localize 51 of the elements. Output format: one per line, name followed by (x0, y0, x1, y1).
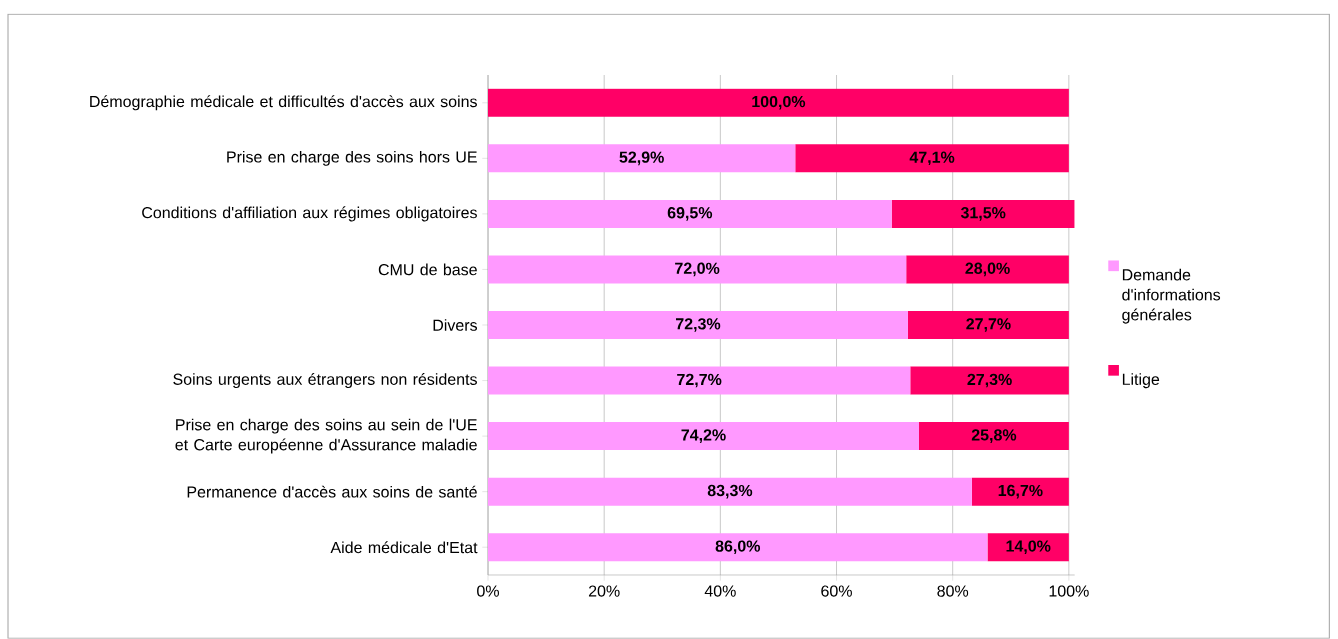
bar (906, 255, 1069, 284)
bar (919, 422, 1069, 451)
data-label: 72,7% (677, 373, 722, 388)
data-label: 52,9% (619, 151, 664, 166)
data-label: 27,3% (967, 373, 1012, 388)
y-tick-label: Divers (433, 319, 478, 331)
y-tick-label: Conditions d'affiliation aux régimes obligatoires (142, 206, 477, 222)
bar (488, 533, 988, 562)
data-label: 47,1% (909, 151, 955, 166)
y-tick-label: Aide médicale d'Etat (330, 541, 478, 554)
y-tick-label: Démographie médicale et difficultés d'accès aux soins (90, 95, 477, 111)
bar (488, 422, 919, 451)
x-tick-label: 60% (821, 585, 852, 597)
bar (891, 199, 1075, 228)
bar (971, 477, 1069, 506)
bar (488, 144, 796, 173)
x-tick-label: 40% (704, 585, 736, 597)
bar (488, 366, 911, 395)
bar (795, 144, 1069, 173)
y-tick-label: Prise en charge des soins hors UE (227, 150, 477, 166)
bar (488, 477, 972, 506)
x-tick-label: 80% (937, 585, 969, 597)
data-label: 86,0% (715, 540, 761, 555)
bar (910, 366, 1069, 395)
data-label: 83,3% (707, 484, 753, 499)
data-label: 14,0% (1006, 540, 1051, 555)
legend-label: Demande d'informations générales (1122, 268, 1221, 324)
bar (488, 199, 892, 228)
x-tick-label: 100% (1049, 585, 1089, 597)
data-label: 72,3% (676, 318, 721, 332)
x-tick-label: 0% (477, 585, 499, 597)
bar (488, 255, 907, 284)
legend-label: Litige (1122, 373, 1160, 389)
bar (907, 311, 1069, 340)
y-tick-label: Prise en charge des soins au sein de l'UE et Carte européenne d'Assurance maladie (175, 418, 477, 454)
data-label: 74,2% (681, 429, 726, 443)
y-tick-label: Soins urgents aux étrangers non résidents (173, 373, 477, 389)
bar (987, 533, 1069, 562)
y-tick-label: Permanence d'accès aux soins de santé (187, 485, 477, 498)
x-tick-label: 20% (588, 585, 620, 597)
data-label: 72,0% (675, 262, 720, 277)
data-label: 27,7% (966, 318, 1011, 332)
y-tick-label: CMU de base (378, 263, 477, 276)
data-label: 25,8% (971, 429, 1017, 443)
bar (488, 88, 1069, 117)
data-label: 16,7% (998, 484, 1043, 499)
bar (488, 311, 908, 340)
data-label: 69,5% (667, 207, 713, 221)
data-label: 31,5% (960, 207, 1006, 221)
data-label: 100,0% (752, 96, 806, 110)
data-label: 28,0% (965, 262, 1010, 277)
